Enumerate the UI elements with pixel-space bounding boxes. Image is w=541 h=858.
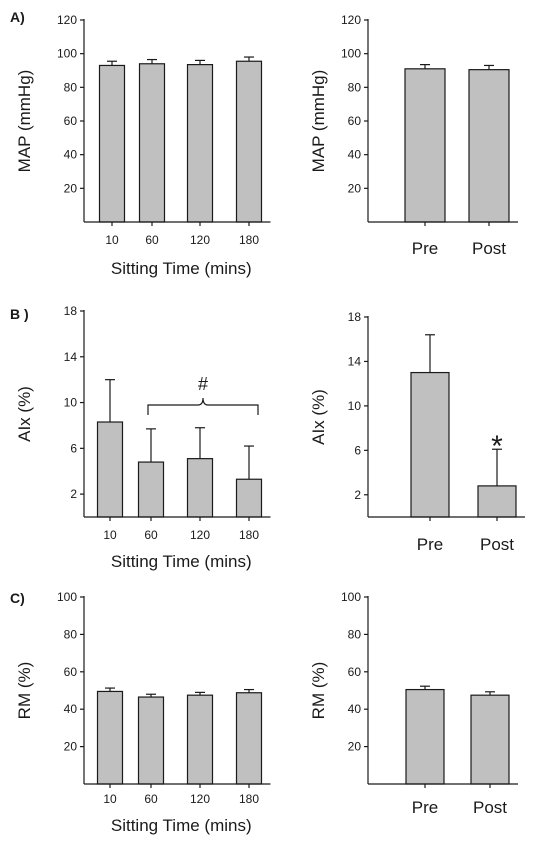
x-tick-label: Pre bbox=[412, 239, 438, 258]
significance-bracket bbox=[147, 397, 259, 415]
bar bbox=[405, 688, 445, 785]
x-tick-label: 120 bbox=[190, 528, 210, 542]
x-tick-label: Pre bbox=[417, 535, 443, 554]
bar bbox=[96, 690, 124, 785]
y-tick-label: 6 bbox=[354, 443, 361, 457]
x-tick-label: 120 bbox=[190, 792, 210, 806]
x-tick-label: 180 bbox=[239, 792, 259, 806]
bar bbox=[470, 694, 510, 785]
bar bbox=[186, 694, 214, 785]
x-tick-label: 10 bbox=[105, 233, 119, 247]
chart-panel-A-left: 20 40 60 80 100 120 10 60 120 180 MAP (mmHg) Sittin… bbox=[10, 9, 271, 278]
y-tick-label: 80 bbox=[64, 627, 78, 641]
y-tick-label: 60 bbox=[64, 114, 78, 128]
x-tick-label: 10 bbox=[103, 528, 117, 542]
bar bbox=[410, 371, 450, 518]
x-axis-title: Sitting Time (mins) bbox=[111, 259, 252, 278]
x-tick-label: 180 bbox=[239, 233, 259, 247]
y-tick-label: 14 bbox=[64, 350, 78, 364]
chart-panel-B-right: 2 6 10 14 18 Pre Post AIx (%) * bbox=[309, 310, 525, 554]
bar bbox=[235, 478, 263, 518]
bar bbox=[468, 69, 510, 223]
y-tick-label: 40 bbox=[348, 702, 362, 716]
y-tick-label: 18 bbox=[64, 304, 78, 318]
y-tick-label: 10 bbox=[348, 399, 362, 413]
y-tick-label: 80 bbox=[348, 627, 362, 641]
y-tick-label: 120 bbox=[341, 13, 361, 27]
y-axis-title: AIx (%) bbox=[309, 389, 328, 445]
y-tick-label: 80 bbox=[64, 80, 78, 94]
y-tick-label: 14 bbox=[348, 354, 362, 368]
x-tick-label: 60 bbox=[144, 792, 158, 806]
x-tick-label: 10 bbox=[103, 792, 117, 806]
chart-panel-B-left: 2 6 10 14 18 10 60 120 180 AIx (%) Sitting Time (m… bbox=[10, 304, 271, 571]
significance-marker: # bbox=[198, 374, 208, 394]
y-tick-label: 40 bbox=[348, 148, 362, 162]
bar bbox=[477, 485, 517, 518]
y-tick-label: 6 bbox=[70, 441, 77, 455]
y-tick-label: 100 bbox=[57, 47, 77, 61]
y-tick-label: 20 bbox=[348, 181, 362, 195]
y-tick-label: 60 bbox=[64, 665, 78, 679]
y-tick-label: 10 bbox=[64, 396, 78, 410]
bar bbox=[235, 692, 263, 785]
bar bbox=[137, 461, 165, 518]
x-tick-label: Post bbox=[473, 798, 507, 817]
y-tick-label: 18 bbox=[348, 310, 362, 324]
y-axis-title: MAP (mmHg) bbox=[15, 70, 34, 173]
bar bbox=[186, 64, 214, 223]
x-axis-title: Sitting Time (mins) bbox=[111, 552, 252, 571]
x-tick-label: 60 bbox=[145, 233, 159, 247]
y-tick-label: 20 bbox=[348, 740, 362, 754]
x-tick-label: 180 bbox=[239, 528, 259, 542]
bar bbox=[404, 68, 446, 223]
x-axis-title: Sitting Time (mins) bbox=[111, 816, 252, 835]
y-tick-label: 40 bbox=[64, 148, 78, 162]
y-tick-label: 100 bbox=[341, 47, 361, 61]
x-tick-label: 60 bbox=[144, 528, 158, 542]
significance-marker: * bbox=[491, 430, 503, 463]
y-tick-label: 100 bbox=[57, 590, 77, 604]
y-tick-label: 20 bbox=[64, 181, 78, 195]
y-tick-label: 60 bbox=[348, 114, 362, 128]
bar bbox=[137, 696, 165, 785]
chart-panel-A-right: 20 40 60 80 100 120 Pre Post MAP (mmHg) bbox=[309, 13, 518, 258]
x-tick-label: Pre bbox=[412, 798, 438, 817]
y-axis-title: MAP (mmHg) bbox=[309, 70, 328, 173]
bar bbox=[138, 63, 166, 223]
y-tick-label: 2 bbox=[354, 488, 361, 502]
panel-label: B ) bbox=[10, 306, 29, 322]
y-axis-title: RM (%) bbox=[309, 662, 328, 720]
x-tick-label: Post bbox=[480, 535, 514, 554]
y-tick-label: 40 bbox=[64, 702, 78, 716]
x-tick-label: 120 bbox=[190, 233, 210, 247]
bar bbox=[96, 421, 124, 518]
y-tick-label: 100 bbox=[341, 590, 361, 604]
chart-panel-C-right: 20 40 60 80 100 Pre Post RM (%) bbox=[309, 590, 518, 817]
bar bbox=[186, 458, 214, 518]
y-tick-label: 80 bbox=[348, 80, 362, 94]
y-tick-label: 60 bbox=[348, 665, 362, 679]
y-tick-label: 20 bbox=[64, 740, 78, 754]
panel-label: C) bbox=[10, 590, 25, 606]
y-tick-label: 120 bbox=[57, 13, 77, 27]
y-axis-title: AIx (%) bbox=[15, 386, 34, 442]
bar bbox=[235, 60, 263, 223]
panel-label: A) bbox=[10, 9, 25, 25]
bar bbox=[98, 64, 126, 223]
x-tick-label: Post bbox=[472, 239, 506, 258]
y-axis-title: RM (%) bbox=[15, 662, 34, 720]
y-tick-label: 2 bbox=[70, 487, 77, 501]
chart-panel-C-left: 20 40 60 80 100 10 60 120 180 RM (%) Sitting Time … bbox=[10, 590, 271, 835]
